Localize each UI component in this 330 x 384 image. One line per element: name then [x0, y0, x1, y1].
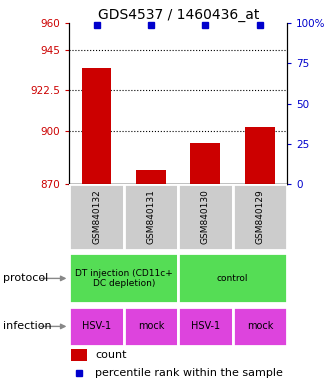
Bar	[233, 184, 287, 250]
Bar	[190, 143, 220, 184]
Bar	[69, 253, 178, 303]
Bar	[82, 68, 112, 184]
Bar	[124, 307, 178, 346]
Text: DT injection (CD11c+
DC depletion): DT injection (CD11c+ DC depletion)	[75, 269, 173, 288]
Text: GSM840129: GSM840129	[255, 190, 264, 244]
Bar	[69, 307, 124, 346]
Text: protocol: protocol	[3, 273, 49, 283]
Bar	[72, 349, 87, 361]
Bar	[178, 253, 287, 303]
Text: GSM840130: GSM840130	[201, 190, 210, 244]
Bar	[245, 127, 275, 184]
Bar	[124, 184, 178, 250]
Text: infection: infection	[3, 321, 52, 331]
Bar	[178, 307, 233, 346]
Text: control: control	[217, 274, 248, 283]
Bar	[136, 170, 166, 184]
Bar	[233, 307, 287, 346]
Text: HSV-1: HSV-1	[82, 321, 111, 331]
Bar	[178, 184, 233, 250]
Text: count: count	[95, 350, 127, 360]
Text: mock: mock	[247, 321, 273, 331]
Bar	[69, 184, 124, 250]
Text: GSM840131: GSM840131	[147, 190, 155, 244]
Text: GSM840132: GSM840132	[92, 190, 101, 244]
Text: mock: mock	[138, 321, 164, 331]
Title: GDS4537 / 1460436_at: GDS4537 / 1460436_at	[97, 8, 259, 22]
Text: percentile rank within the sample: percentile rank within the sample	[95, 367, 283, 377]
Text: HSV-1: HSV-1	[191, 321, 220, 331]
